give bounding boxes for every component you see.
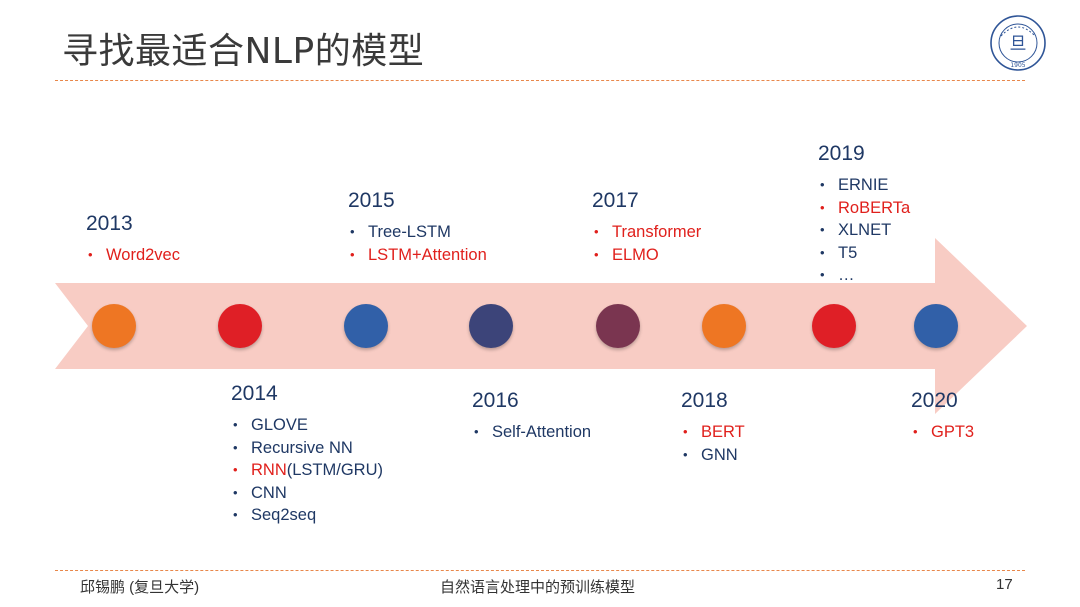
- year-label: 2017: [592, 189, 639, 212]
- timeline-dot: [92, 304, 136, 348]
- timeline-dot: [469, 304, 513, 348]
- model-item: ELMO: [592, 244, 701, 267]
- model-item: ERNIE: [818, 174, 910, 197]
- year-group-2015: 2015 Tree-LSTM LSTM+Attention: [348, 189, 487, 266]
- model-item: …: [818, 264, 910, 287]
- model-list: Word2vec: [86, 244, 180, 267]
- timeline-dot: [812, 304, 856, 348]
- year-group-2017: 2017 Transformer ELMO: [592, 189, 701, 266]
- model-item: Tree-LSTM: [348, 221, 487, 244]
- model-variant: (LSTM/GRU): [286, 461, 383, 479]
- timeline-dot: [914, 304, 958, 348]
- model-name: BERT: [701, 423, 745, 441]
- year-group-2018: 2018 BERT GNN: [681, 389, 745, 466]
- year-group-2013: 2013 Word2vec: [86, 212, 180, 267]
- year-label: 2018: [681, 389, 728, 412]
- model-name: T5: [838, 243, 858, 262]
- footer-author: 邱锡鹏 (复旦大学): [80, 579, 200, 596]
- model-name: Self-Attention: [492, 423, 592, 441]
- year-group-2014: 2014GLOVERecursive NNRNN(LSTM/GRU)CNNSeq…: [231, 382, 383, 527]
- model-item: Word2vec: [86, 244, 180, 267]
- model-name: Tree-LSTM: [368, 223, 451, 241]
- model-name: GPT3: [931, 423, 975, 441]
- timeline-dot: [218, 304, 262, 348]
- model-name: ELMO: [612, 245, 659, 264]
- model-item: GNN: [681, 444, 745, 467]
- model-list: BERT GNN: [681, 421, 745, 466]
- model-item: LSTM+Attention: [348, 244, 487, 267]
- model-name: ERNIE: [838, 176, 889, 194]
- timeline-dot: [344, 304, 388, 348]
- year-label: 2013: [86, 212, 133, 235]
- model-list: GLOVERecursive NNRNN(LSTM/GRU)CNNSeq2seq: [231, 414, 383, 527]
- year-group-2020: 2020 GPT3: [911, 389, 974, 444]
- model-item: Transformer: [592, 221, 701, 244]
- model-item: Self-Attention: [472, 421, 591, 444]
- model-item: BERT: [681, 421, 745, 444]
- model-item: RNN(LSTM/GRU): [231, 459, 383, 482]
- model-list: Self-Attention: [472, 421, 591, 444]
- footer-divider: [55, 570, 1025, 571]
- model-list: ERNIE RoBERTa XLNET T5 …: [818, 174, 910, 287]
- page-number: 17: [996, 576, 1013, 593]
- model-name: Transformer: [612, 223, 702, 241]
- header-divider: [55, 80, 1025, 81]
- year-group-2019: 2019 ERNIE RoBERTa XLNET T5 …: [818, 142, 910, 287]
- model-name: Recursive NN: [251, 438, 353, 457]
- fudan-university-seal-icon: 旦 1905: [990, 15, 1046, 71]
- model-item: Seq2seq: [231, 504, 383, 527]
- model-name: …: [838, 266, 855, 284]
- model-item: RoBERTa: [818, 197, 910, 220]
- model-item: Recursive NN: [231, 437, 383, 460]
- timeline-dot: [702, 304, 746, 348]
- model-name: RNN: [251, 461, 287, 479]
- timeline-dot: [596, 304, 640, 348]
- model-name: XLNET: [838, 221, 892, 239]
- model-name: CNN: [251, 483, 287, 502]
- model-item: GPT3: [911, 421, 974, 444]
- year-label: 2015: [348, 189, 395, 212]
- model-item: XLNET: [818, 219, 910, 242]
- svg-text:旦: 旦: [1010, 34, 1027, 54]
- year-label: 2014: [231, 382, 278, 405]
- model-item: GLOVE: [231, 414, 383, 437]
- seal-year: 1905: [1010, 62, 1025, 69]
- model-item: CNN: [231, 482, 383, 505]
- model-list: Tree-LSTM LSTM+Attention: [348, 221, 487, 266]
- model-list: GPT3: [911, 421, 974, 444]
- model-list: Transformer ELMO: [592, 221, 701, 266]
- model-name: RoBERTa: [838, 198, 911, 217]
- year-group-2016: 2016 Self-Attention: [472, 389, 591, 444]
- model-name: GNN: [701, 445, 738, 464]
- year-label: 2016: [472, 389, 519, 412]
- footer-talk-title: 自然语言处理中的预训练模型: [440, 579, 636, 596]
- slide-title: 寻找最适合NLP的模型: [62, 31, 425, 72]
- model-name: LSTM+Attention: [368, 245, 487, 264]
- model-name: Word2vec: [106, 246, 180, 264]
- year-label: 2020: [911, 389, 958, 412]
- model-name: GLOVE: [251, 416, 308, 434]
- model-item: T5: [818, 242, 910, 265]
- year-label: 2019: [818, 142, 865, 165]
- model-name: Seq2seq: [251, 506, 317, 524]
